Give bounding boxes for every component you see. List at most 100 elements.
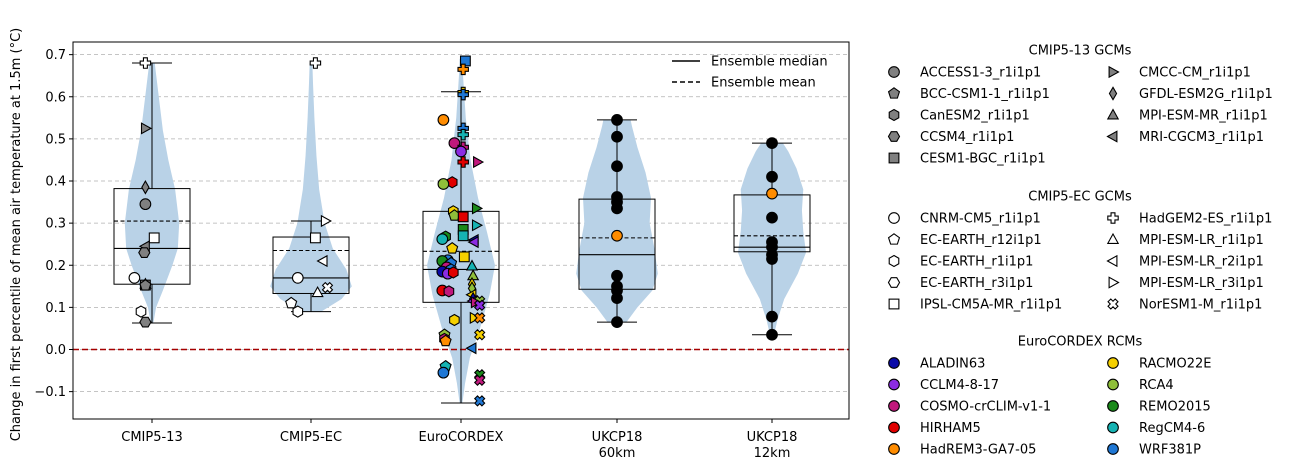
box-plots <box>113 62 811 404</box>
legend-entry-label: MRI-CGCM3_r1i1p1 <box>1139 130 1264 145</box>
legend-marker <box>887 87 901 99</box>
data-point <box>139 279 152 291</box>
data-point <box>138 247 151 258</box>
legend-entry-label: EC-EARTH_r3i1p1 <box>920 276 1033 291</box>
data-point <box>321 281 334 294</box>
legend-entry-label: HadREM3-GA7-05 <box>920 443 1036 458</box>
legend-marker <box>888 66 900 78</box>
legend-entry-label: MPI-ESM-MR_r1i1p1 <box>1139 109 1268 124</box>
data-point <box>128 272 141 284</box>
legend-marker <box>1107 443 1119 455</box>
data-point <box>473 374 486 386</box>
legend-entry-label: CNRM-CM5_r1i1p1 <box>920 212 1041 227</box>
legend-marker <box>1107 298 1119 310</box>
legend-marker <box>888 108 900 122</box>
data-point <box>611 229 623 242</box>
box <box>422 210 500 303</box>
data-point <box>457 88 469 101</box>
legend-marker <box>1106 254 1118 268</box>
legend-marker <box>1106 130 1118 143</box>
data-point <box>766 310 778 323</box>
data-point <box>473 312 486 324</box>
data-point <box>448 137 461 149</box>
data-point <box>766 137 778 149</box>
data-point <box>446 176 458 189</box>
data-point <box>465 259 479 271</box>
violin <box>270 63 352 312</box>
y-tick-label: 0.6 <box>45 90 66 105</box>
y-tick-label: 0.3 <box>45 217 66 232</box>
y-tick-label: 0.1 <box>45 301 66 316</box>
y-tick-label: 0.5 <box>45 132 66 147</box>
legend-entry-label: GFDL-ESM2G_r1i1p1 <box>1139 87 1273 102</box>
data-point <box>292 305 304 318</box>
legend-entry-label: MPI-ESM-LR_r2i1p1 <box>1139 255 1264 270</box>
legend-entry-label: EC-EARTH_r12i1p1 <box>920 233 1042 248</box>
legend-marker <box>1107 400 1119 412</box>
x-tick-label: EuroCORDEX <box>419 430 504 445</box>
legend-marker <box>1106 232 1120 244</box>
data-point <box>611 269 623 282</box>
data-point <box>467 235 479 249</box>
data-point <box>473 299 486 312</box>
data-point <box>457 211 469 223</box>
legend-entry-label: HIRHAM5 <box>920 421 981 436</box>
data-point <box>473 155 485 169</box>
legend-section-title: CMIP5-13 GCMs <box>1029 44 1132 59</box>
inner-legend: Ensemble median Ensemble mean <box>672 55 828 91</box>
legend-marker <box>1108 86 1118 101</box>
legend-entry-label: NorESM1-M_r1i1p1 <box>1139 298 1262 313</box>
legend-marker <box>888 443 900 455</box>
box <box>113 188 191 285</box>
y-tick-label: −0.1 <box>34 385 66 400</box>
y-tick-label: 0.4 <box>45 175 66 190</box>
data-point <box>309 57 322 69</box>
data-points <box>128 55 778 407</box>
data-point <box>437 178 450 190</box>
legend-entry-label: ALADIN63 <box>920 357 985 372</box>
data-point <box>139 57 152 69</box>
legend-label: Ensemble median <box>711 55 828 70</box>
legend-entry-label: RegCM4-6 <box>1139 421 1205 436</box>
legend-entry-label: CanESM2_r1i1p1 <box>920 109 1030 124</box>
legend-marker <box>888 152 900 164</box>
legend-marker <box>887 277 901 288</box>
data-point <box>473 395 486 407</box>
legend-entry-label: REMO2015 <box>1139 400 1211 415</box>
legend-marker <box>1107 378 1119 391</box>
legend-entry-label: IPSL-CM5A-MR_r1i1p1 <box>920 298 1062 313</box>
data-point <box>471 219 484 232</box>
legend-entry-label: CCLM4-8-17 <box>920 378 999 393</box>
data-point <box>446 242 459 254</box>
legend-label: Ensemble mean <box>711 76 816 91</box>
data-point <box>140 122 153 135</box>
legend-entry-label: CMCC-CM_r1i1p1 <box>1139 66 1251 81</box>
data-point <box>457 156 469 168</box>
legend-marker <box>1107 421 1119 434</box>
data-point <box>766 211 778 224</box>
side-legend: CMIP5-13 GCMs ACCESS1-3_r1i1p1 BCC-CSM1-1_… <box>887 44 1273 458</box>
data-point <box>139 198 152 211</box>
data-point <box>465 342 477 355</box>
legend-marker <box>1108 65 1120 79</box>
legend-entry-label: COSMO-crCLIM-v1-1 <box>920 400 1051 415</box>
data-point <box>436 233 449 246</box>
data-point <box>437 366 450 379</box>
legend-marker <box>1107 357 1119 369</box>
legend-entry-label: WRF381P <box>1139 443 1201 458</box>
data-point <box>611 202 623 215</box>
legend-entry-label: MPI-ESM-LR_r3i1p1 <box>1139 276 1264 291</box>
data-point <box>443 285 455 298</box>
data-point <box>766 170 778 183</box>
data-point <box>141 180 150 195</box>
data-point <box>457 63 469 76</box>
data-point <box>766 187 778 200</box>
data-point <box>148 232 160 244</box>
legend-entry-label: RACMO22E <box>1139 357 1211 372</box>
data-point <box>139 316 152 328</box>
x-tick-label-line2: 60km <box>599 446 636 461</box>
y-axis: −0.1 0.0 0.1 0.2 0.3 0.4 0.5 0.6 0.7 <box>34 48 73 400</box>
legend-marker <box>887 131 901 142</box>
violin <box>124 63 180 323</box>
data-point <box>311 285 324 298</box>
